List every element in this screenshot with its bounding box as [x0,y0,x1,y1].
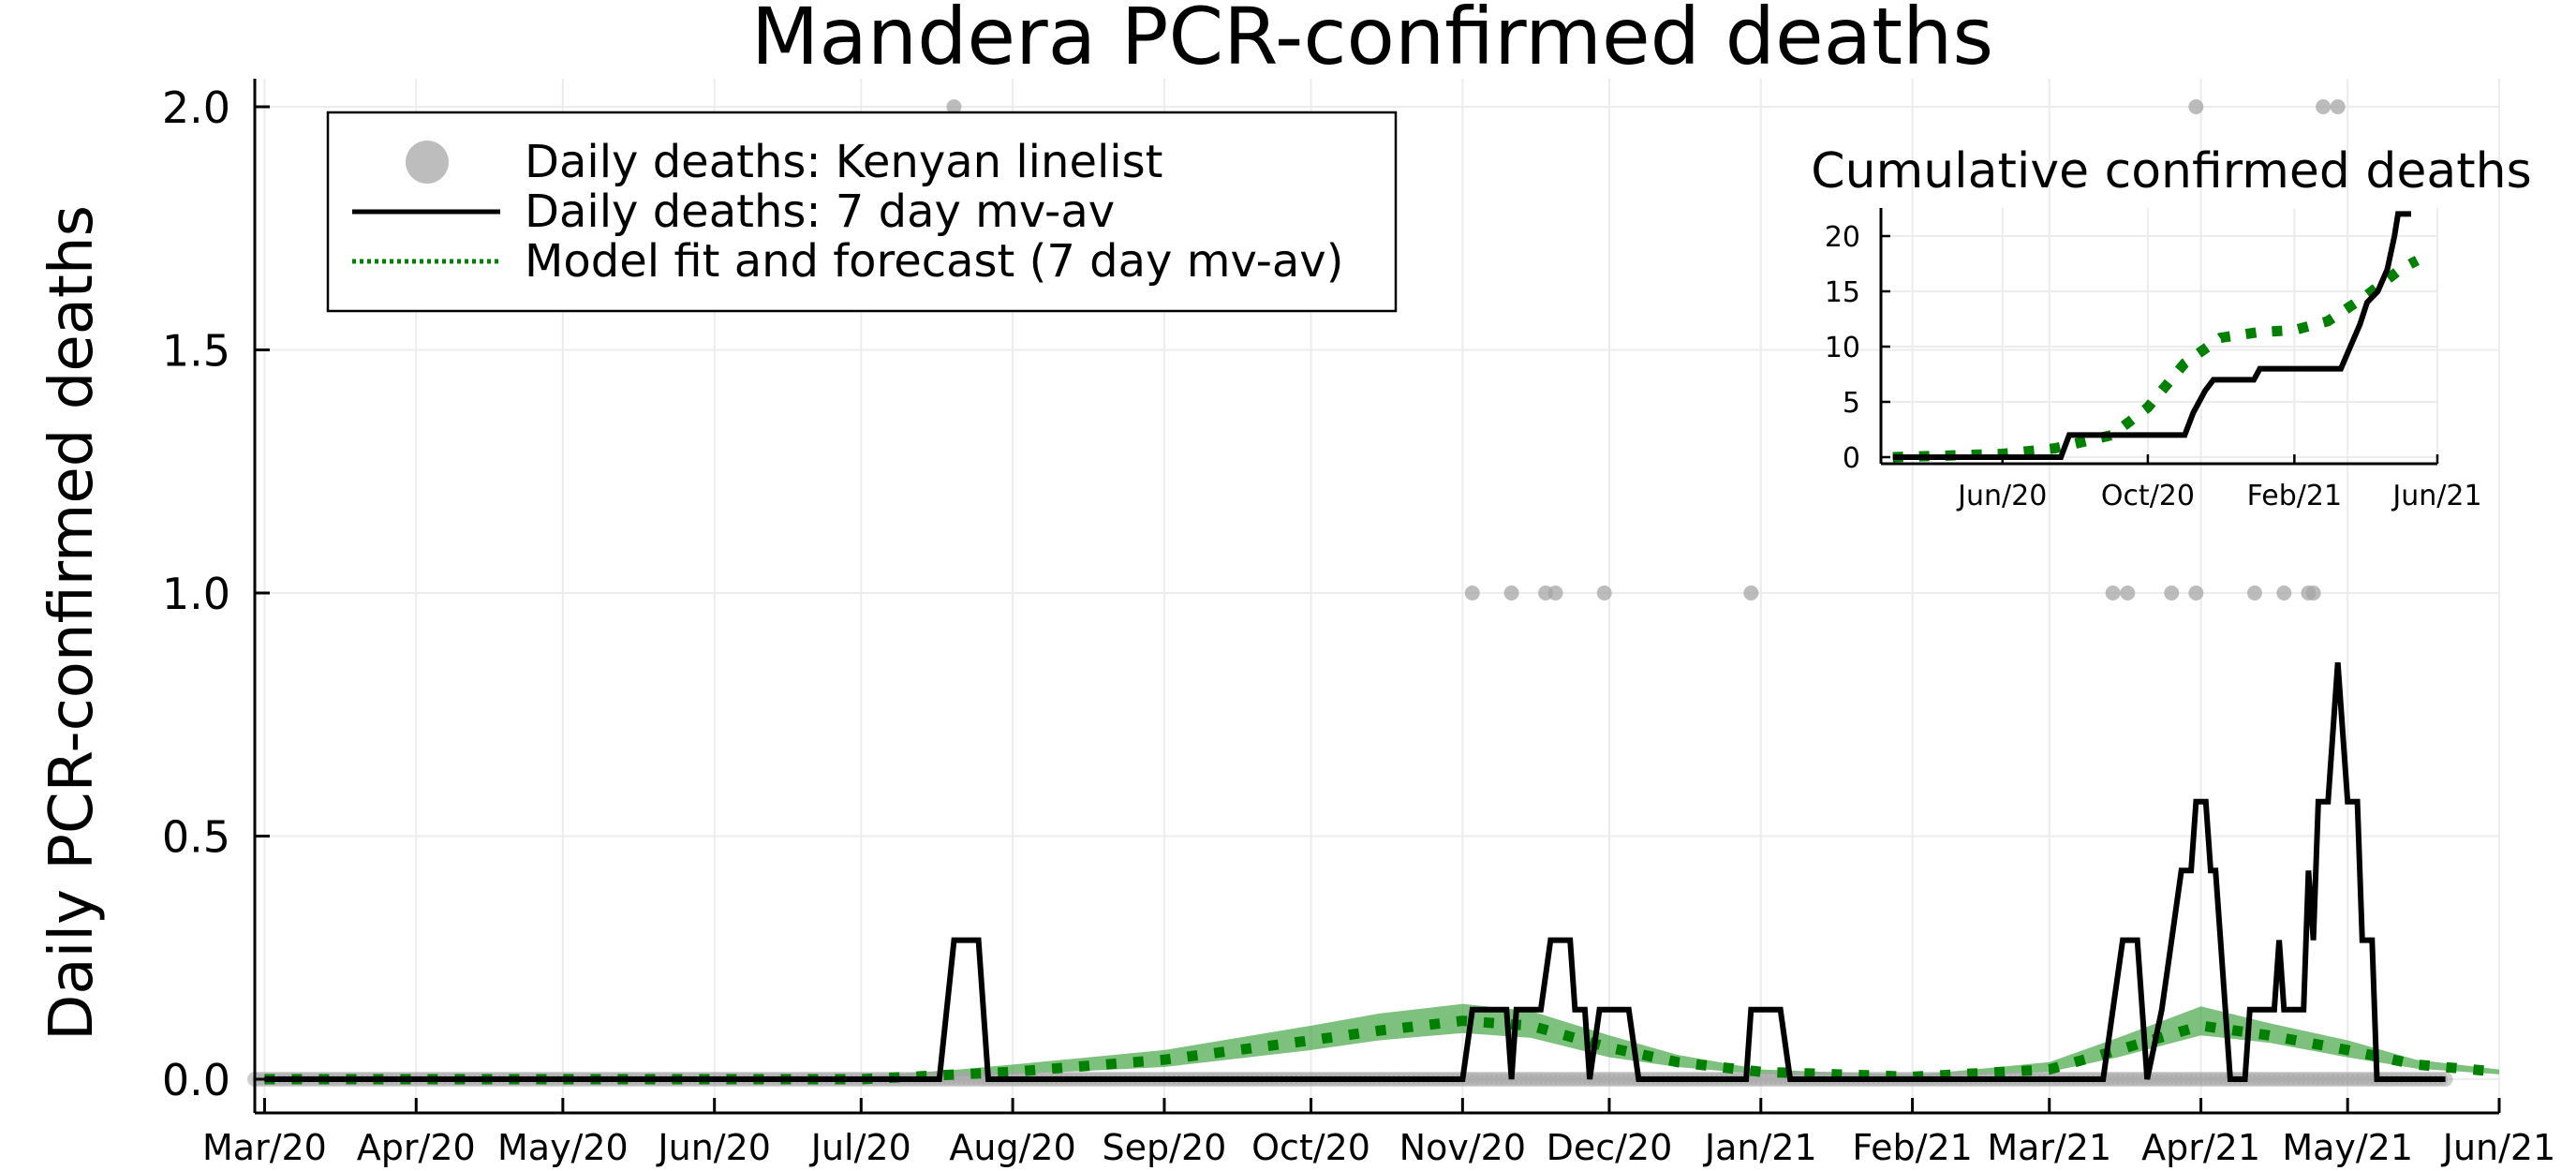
legend-swatch-linelist [406,141,449,184]
linelist-point [2188,586,2204,600]
x-tick-label: Jan/21 [1703,1127,1817,1168]
y-tick-label: 0.0 [162,1055,230,1105]
x-tick-label: Jun/20 [656,1127,771,1168]
x-tick-label: Apr/20 [357,1127,476,1168]
mvav-series-line [264,661,2446,1082]
inset-cumulative-series-line [1892,211,2411,460]
y-ticks: 0.0 0.5 1.0 1.5 2.0 [162,82,270,1105]
model-band [861,1003,2499,1079]
inset-cumulative-line [1892,211,2411,460]
model-line [264,1015,2500,1085]
chart-title: Mandera PCR-confirmed deaths [751,0,1993,82]
main-chart: Mandera PCR-confirmed deaths Daily PCR-c… [37,0,2555,1168]
inset-x-tick-label: Jun/20 [1956,480,2047,512]
linelist-point [2316,99,2332,114]
linelist-point [1743,586,1759,600]
x-tick-label: Mar/21 [1987,1127,2111,1168]
inset-title: Cumulative confirmed deaths [1811,143,2531,200]
inset-chart: Cumulative confirmed deaths 0 5 10 15 20 Jun… [1811,143,2531,512]
y-tick-label: 2.0 [162,82,230,133]
linelist-point [2305,586,2321,600]
y-tick-label: 1.0 [162,569,230,619]
linelist-point [2276,586,2292,600]
axes [253,79,2499,1115]
inset-x-tick-label: Feb/21 [2247,480,2342,512]
linelist-point [2330,99,2346,114]
x-tick-label: Dec/20 [1547,1127,1673,1168]
inset-y-tick-label: 20 [1825,221,1860,254]
inset-model-series-line [1892,256,2420,463]
x-tick-label: Nov/20 [1399,1127,1526,1168]
model-series-line [264,1015,2500,1085]
x-tick-label: Sep/20 [1103,1127,1227,1168]
inset-x-tick-label: Jun/21 [2391,480,2481,512]
linelist-point [2120,586,2136,600]
x-tick-label: May/20 [497,1127,629,1168]
legend-label-model: Model fit and forecast (7 day mv-av) [525,235,1343,288]
inset-axes [1879,208,2437,466]
linelist-point [1503,586,1519,600]
legend: Daily deaths: Kenyan linelist Daily deat… [326,111,1398,313]
x-tick-label: Mar/20 [202,1127,327,1168]
y-axis-label: Daily PCR-confirmed deaths [37,205,107,1041]
inset-x-tick-label: Oct/20 [2101,480,2195,512]
x-tick-label: Oct/20 [1251,1127,1370,1168]
x-ticks: Mar/20 Apr/20 May/20 Jun/20 Jul/20 Aug/20 Sep/… [202,1098,2555,1168]
inset-y-tick-label: 0 [1843,442,1860,475]
inset-y-tick-label: 10 [1825,332,1860,364]
linelist-point [2164,586,2180,600]
legend-box [326,111,1398,313]
mvav-line [264,661,2446,1082]
y-tick-label: 1.5 [162,326,230,377]
x-tick-label: Feb/21 [1852,1127,1972,1168]
x-tick-label: Jul/20 [809,1127,911,1168]
linelist-point [1596,586,1612,600]
y-tick-label: 0.5 [162,812,230,863]
linelist-point [946,99,962,114]
linelist-point [1464,586,1480,600]
inset-y-ticks: 0 5 10 15 20 [1825,221,1890,475]
x-tick-label: Jun/21 [2441,1127,2556,1168]
linelist-point [2188,99,2204,114]
confidence-band [861,1003,2499,1079]
linelist-point [1547,586,1563,600]
inset-x-ticks: Jun/20 Oct/20 Feb/21 Jun/21 [1956,454,2482,512]
linelist-point [2105,586,2121,600]
inset-y-tick-label: 5 [1843,387,1860,420]
x-tick-label: Aug/20 [949,1127,1075,1168]
inset-y-tick-label: 15 [1825,276,1860,309]
x-tick-label: Apr/21 [2141,1127,2260,1168]
inset-model-line [1892,256,2420,463]
x-tick-label: May/21 [2282,1127,2413,1168]
legend-label-mvav: Daily deaths: 7 day mv-av [525,185,1115,238]
linelist-point [2246,586,2262,600]
legend-label-linelist: Daily deaths: Kenyan linelist [525,136,1162,188]
